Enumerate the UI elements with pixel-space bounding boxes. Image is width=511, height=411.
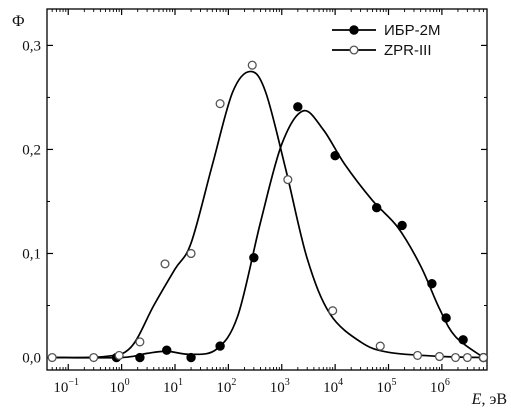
x-tick-label: 104 (323, 377, 343, 396)
data-point-ibr-2m (186, 352, 196, 363)
x-tick-exponent: 6 (445, 377, 450, 388)
data-point-zpr-iii (114, 350, 124, 360)
axes-group: 0,00,10,20,310−1 100 101 102 103 104 105 106ФE,… (12, 8, 507, 408)
data-point-zpr-iii (375, 341, 385, 351)
data-point-zpr-iii (478, 352, 488, 363)
legend: ИБР-2М ZPR-III (332, 22, 440, 59)
x-tick-exponent: −1 (68, 377, 79, 388)
y-tick-label: 0,1 (22, 246, 41, 262)
x-tick-base: 10 (377, 380, 392, 396)
x-tick-label: 101 (163, 377, 183, 396)
data-point-ibr-2m (162, 345, 172, 355)
data-point-zpr-iii (89, 352, 99, 363)
x-axis-unit: , эВ (481, 391, 507, 408)
data-point-zpr-iii (434, 351, 444, 362)
data-point-ibr-2m (427, 278, 437, 289)
x-tick-exponent: 0 (125, 377, 130, 388)
legend-label-zpr-iii: ZPR-III (384, 42, 432, 59)
legend-label-ibr-2m: ИБР-2М (384, 22, 440, 39)
data-point-zpr-iii (450, 352, 461, 363)
x-tick-base: 10 (430, 380, 445, 396)
data-point-zpr-iii (328, 306, 338, 316)
legend-marker-ibr-2m (349, 25, 359, 35)
data-point-zpr-iii (186, 248, 196, 259)
x-tick-label: 105 (377, 377, 397, 396)
y-tick-label: 0,3 (22, 38, 41, 54)
data-point-ibr-2m (215, 341, 225, 351)
x-tick-label: 106 (430, 377, 450, 396)
x-tick-base: 10 (53, 380, 68, 396)
data-point-zpr-iii (47, 352, 57, 363)
x-tick-base: 10 (216, 380, 231, 396)
data-point-zpr-iii (413, 350, 423, 360)
x-tick-base: 10 (110, 380, 125, 396)
data-point-ibr-2m (249, 252, 259, 263)
x-tick-label: 103 (270, 377, 290, 396)
x-tick-exponent: 3 (285, 377, 290, 388)
data-point-ibr-2m (397, 220, 407, 231)
y-tick-label: 0,0 (22, 351, 41, 367)
data-point-ibr-2m (371, 203, 382, 213)
x-tick-label: 10−1 (53, 377, 79, 396)
data-point-zpr-iii (462, 352, 472, 363)
x-tick-exponent: 1 (178, 377, 183, 388)
data-point-zpr-iii (283, 175, 293, 185)
data-point-zpr-iii (247, 60, 257, 70)
y-tick-label: 0,2 (22, 142, 41, 158)
curves-group (52, 70, 484, 359)
plot-frame (46, 8, 488, 371)
x-tick-base: 10 (323, 380, 338, 396)
x-tick-label: 102 (216, 377, 236, 396)
x-tick-label: 100 (110, 377, 130, 396)
x-tick-exponent: 2 (231, 377, 236, 388)
data-point-zpr-iii (215, 99, 225, 109)
legend-marker-zpr-iii (349, 45, 359, 55)
data-point-ibr-2m (441, 313, 451, 323)
points-group (47, 60, 489, 363)
x-axis-label: E, эВ (471, 391, 507, 408)
x-tick-exponent: 4 (338, 377, 343, 388)
data-point-ibr-2m (330, 150, 340, 161)
data-point-zpr-iii (160, 259, 170, 269)
x-axis-symbol: E (471, 391, 482, 408)
data-point-ibr-2m (135, 352, 145, 363)
x-tick-exponent: 5 (392, 377, 397, 388)
y-axis-label: Ф (12, 13, 25, 30)
series-line-ibr-2m (52, 109, 484, 359)
series-line-zpr-iii (52, 70, 484, 359)
data-point-ibr-2m (458, 335, 468, 345)
x-tick-base: 10 (163, 380, 178, 396)
data-point-ibr-2m (293, 102, 303, 112)
data-point-zpr-iii (135, 337, 145, 347)
x-tick-base: 10 (270, 380, 285, 396)
